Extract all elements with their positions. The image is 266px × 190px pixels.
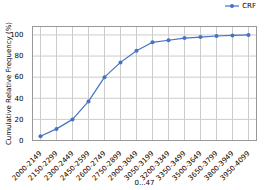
svg-text:3650-3799: 3650-3799 <box>186 149 220 183</box>
svg-text:3350-3499: 3350-3499 <box>154 149 188 183</box>
svg-text:2600-2749: 2600-2749 <box>74 149 108 183</box>
svg-text:2150-2299: 2150-2299 <box>26 149 60 183</box>
svg-text:60: 60 <box>15 73 24 81</box>
svg-text:20: 20 <box>15 116 24 124</box>
svg-text:Cumulative Relative Frequency: Cumulative Relative Frequency (%) <box>5 22 13 145</box>
svg-text:2300-2449: 2300-2449 <box>42 149 76 183</box>
svg-text:2000-2149: 2000-2149 <box>10 149 44 183</box>
svg-text:40: 40 <box>15 95 24 103</box>
svg-text:3200-3349: 3200-3349 <box>138 149 172 183</box>
svg-text:3800-3949: 3800-3949 <box>202 149 236 183</box>
svg-text:3950-4099: 3950-4099 <box>219 150 252 183</box>
svg-text:2900-3049: 2900-3049 <box>106 149 140 183</box>
svg-text:2450-2599: 2450-2599 <box>58 149 92 183</box>
svg-text:0: 0 <box>19 137 23 145</box>
svg-text:2750-2899: 2750-2899 <box>90 149 124 183</box>
svg-text:3050-3199: 3050-3199 <box>122 149 156 183</box>
svg-text:100: 100 <box>10 31 24 40</box>
svg-text:3500-3649: 3500-3649 <box>170 149 204 183</box>
svg-text:0...47: 0...47 <box>134 179 154 187</box>
html-text:CRF: CRF <box>242 2 256 10</box>
svg-text:80: 80 <box>15 52 24 60</box>
